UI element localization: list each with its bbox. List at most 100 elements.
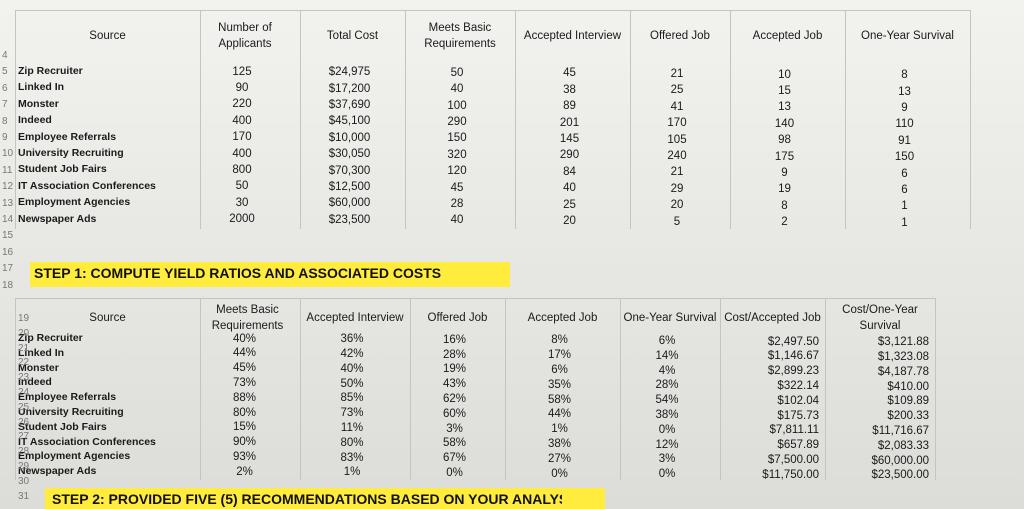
cell: 91 <box>898 134 911 147</box>
row-number: 31 <box>18 490 30 502</box>
cell: 30 <box>235 196 249 209</box>
cell: $37,690 <box>328 99 371 111</box>
row-label: Monster <box>18 361 59 374</box>
cell: 110 <box>895 118 914 131</box>
cell: 58% <box>547 393 572 406</box>
cell: 100 <box>447 99 467 112</box>
row-label: IT Association Conferences <box>18 179 156 192</box>
grid-line <box>200 298 201 480</box>
cell: 800 <box>232 164 252 176</box>
row-label: IT Association Conferences <box>18 435 156 448</box>
cell: 290 <box>447 116 467 128</box>
row-number: 26 <box>18 416 30 428</box>
row-number: 19 <box>18 313 30 324</box>
cell: 84 <box>563 165 576 178</box>
cell: 2% <box>236 465 253 478</box>
cell: 44% <box>547 408 572 421</box>
grid-line <box>935 298 936 480</box>
row-number: 12 <box>2 181 14 193</box>
row-label: Zip Recruiter <box>18 332 83 344</box>
cell: $10,000 <box>328 131 371 144</box>
column-header: Cost/Accepted Job <box>724 312 821 324</box>
cell: $60,000.00 <box>871 454 929 467</box>
cell: 12% <box>655 438 679 451</box>
cell: $109.89 <box>887 395 929 408</box>
cell: 90 <box>235 82 249 94</box>
cell: 0% <box>658 423 676 436</box>
cell: $7,811.11 <box>769 424 819 437</box>
cell: 290 <box>559 149 580 162</box>
cell: 6% <box>551 364 568 376</box>
cell: 21 <box>670 68 684 80</box>
grid-line <box>410 298 411 480</box>
grid-line <box>730 10 731 229</box>
cell: 170 <box>667 117 687 130</box>
row-number: 13 <box>2 197 14 209</box>
cell: 73% <box>232 377 257 389</box>
column-header: Meets Basic Requirements <box>211 304 284 332</box>
cell: 15% <box>232 421 257 434</box>
cell: 20 <box>563 215 576 227</box>
cell: 9 <box>781 167 788 179</box>
cell: 35% <box>547 378 572 391</box>
row-label: Employment Agencies <box>18 450 131 463</box>
cell: 40% <box>232 332 257 345</box>
cell: 38% <box>547 438 572 450</box>
cell: $102.04 <box>777 394 819 407</box>
cell: 98 <box>778 134 791 147</box>
row-number: 22 <box>18 357 30 369</box>
column-header: Total Cost <box>326 30 379 42</box>
cell: 240 <box>667 150 687 162</box>
cell: $2,497.50 <box>767 335 819 348</box>
cell: 140 <box>774 117 795 130</box>
cell: 80% <box>232 406 257 419</box>
cell: 145 <box>559 133 580 145</box>
cell: $4,187.78 <box>877 365 929 378</box>
column-header: One-Year Survival <box>623 312 717 324</box>
cell: 220 <box>232 98 252 111</box>
grid-line <box>515 10 516 229</box>
grid-line <box>970 10 971 229</box>
row-label: Student Job Fairs <box>18 163 107 176</box>
cell: 85% <box>340 392 364 405</box>
grid-line <box>15 298 935 299</box>
cell: 40 <box>563 182 576 195</box>
grid-line <box>505 298 506 480</box>
cell: 3% <box>446 422 463 435</box>
row-label: University Recruiting <box>18 147 124 159</box>
row-number: 5 <box>2 66 8 78</box>
cell: 150 <box>447 132 467 145</box>
cell: 60% <box>442 407 467 420</box>
cell: 83% <box>340 451 364 464</box>
cell: 50 <box>450 66 464 79</box>
row-number: 4 <box>2 50 8 61</box>
row-label: Linked In <box>18 81 65 94</box>
grid-line <box>15 298 16 480</box>
cell: 40 <box>450 214 464 227</box>
column-header: Offered Job <box>427 312 488 324</box>
step-title: STEP 2: PROVIDED FIVE (5) RECOMMENDATION… <box>52 491 562 507</box>
row-number: 18 <box>2 279 14 291</box>
cell: 42% <box>340 348 364 360</box>
cell: 43% <box>442 378 467 391</box>
row-label: University Recruiting <box>18 406 124 418</box>
cell: $322.14 <box>777 380 819 392</box>
row-label: Employee Referrals <box>18 130 117 143</box>
cell: $70,300 <box>328 164 371 177</box>
column-header: Accepted Interview <box>523 30 622 42</box>
cell: 88% <box>232 391 257 404</box>
cell: 50% <box>340 377 364 390</box>
cell: 36% <box>340 333 364 346</box>
cell: $3,121.88 <box>877 336 929 349</box>
row-number: 6 <box>2 82 8 94</box>
cell: 8 <box>781 199 788 212</box>
cell: 400 <box>232 114 252 127</box>
cell: 25 <box>670 84 684 97</box>
column-header: Meets Basic Requirements <box>424 22 496 50</box>
cell: 1% <box>551 423 568 436</box>
row-label: Monster <box>18 97 59 110</box>
cell: 13 <box>778 101 791 114</box>
cell: 73% <box>340 407 364 420</box>
cell: 19 <box>778 183 791 196</box>
cell: $23,500.00 <box>871 469 929 482</box>
